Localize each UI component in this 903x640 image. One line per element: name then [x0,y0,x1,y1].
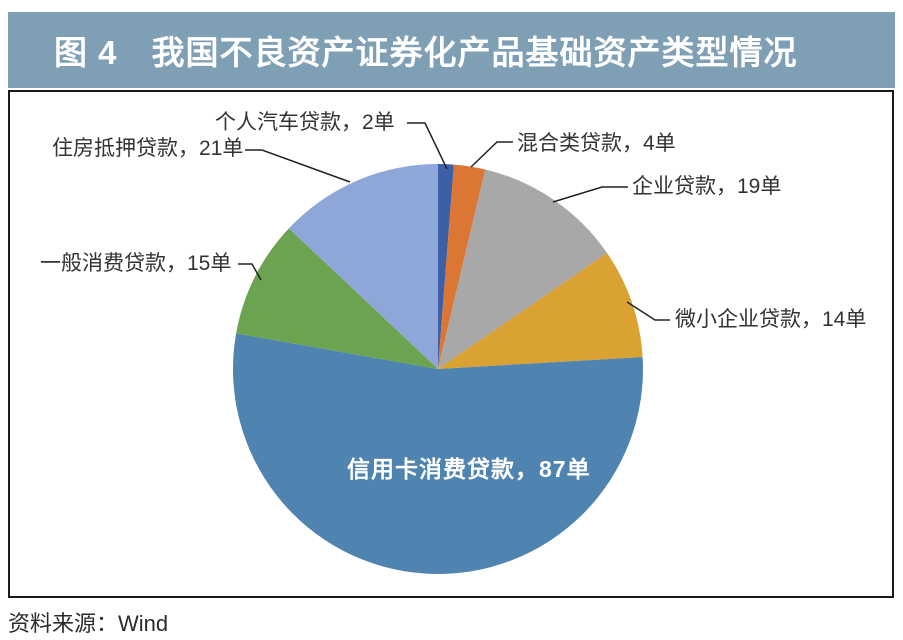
pie-slice-corporate-loan [438,169,608,369]
leader-line-micro-enterprise-loan [626,301,670,321]
callout-micro-enterprise-loan: 微小企业贷款，14单 [675,308,867,331]
pie-slices-group [232,164,643,574]
pie-chart [232,122,670,574]
leader-line-mixed-loan [470,141,513,168]
callout-corporate-loan: 企业贷款，19单 [632,175,782,198]
callout-general-consumer-loan: 一般消费贷款，15单 [40,252,232,275]
pie-slice-housing-mortgage-loan [288,164,438,369]
chart-frame: 个人汽车贷款，2单 混合类贷款，4单 企业贷款，19单 微小企业贷款，14单 信… [8,90,894,598]
callout-housing-mortgage-loan: 住房抵押贷款，21单 [52,137,244,160]
source-note: 资料来源：Wind [8,611,169,636]
leader-lines-group [238,122,670,321]
figure-title-bar: 图 4 我国不良资产证券化产品基础资产类型情况 [8,12,895,88]
leader-line-corporate-loan [552,186,628,203]
pie-slice-credit-card-consumer-loan [232,333,643,574]
callout-personal-auto-loan: 个人汽车贷款，2单 [215,111,395,134]
pie-slice-general-consumer-loan [236,228,438,369]
leader-line-general-consumer-loan [238,263,262,281]
pie-slice-personal-auto-loan [438,164,454,369]
callout-mixed-loan: 混合类贷款，4单 [517,132,676,155]
callout-credit-card-consumer-loan: 信用卡消费贷款，87单 [347,456,591,482]
leader-line-personal-auto-loan [407,122,448,170]
pie-slice-micro-enterprise-loan [438,253,643,369]
pie-slice-mixed-loan [438,164,486,369]
figure-title: 图 4 我国不良资产证券化产品基础资产类型情况 [54,34,798,71]
leader-line-housing-mortgage-loan [245,149,351,183]
